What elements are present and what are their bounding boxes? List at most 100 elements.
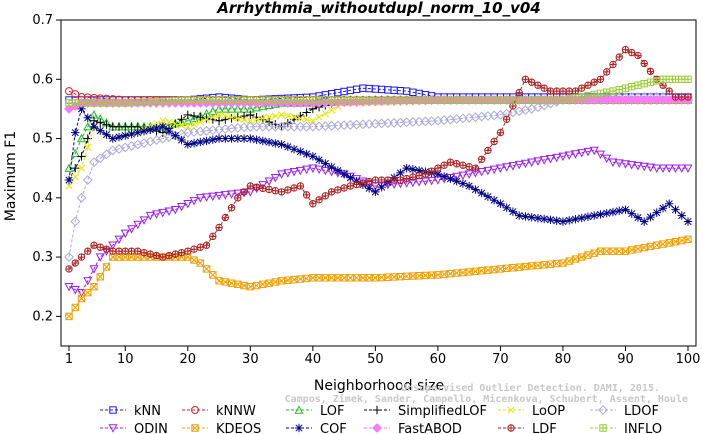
data-point	[558, 217, 568, 226]
data-point	[652, 164, 662, 173]
data-point	[96, 126, 105, 135]
x-tick-label: 20	[180, 352, 197, 367]
data-point	[627, 161, 637, 170]
data-point	[677, 164, 687, 173]
data-point	[521, 212, 530, 221]
data-point	[590, 78, 598, 86]
data-point	[121, 247, 129, 255]
legend-marker	[598, 405, 608, 415]
data-point	[483, 166, 493, 176]
data-point	[677, 211, 686, 220]
data-point	[259, 184, 267, 192]
data-point	[440, 161, 448, 169]
data-point	[609, 247, 617, 255]
series-line-cof	[68, 107, 689, 223]
data-point	[71, 90, 80, 99]
data-point	[583, 147, 593, 157]
data-point	[615, 85, 623, 94]
data-point	[578, 253, 586, 261]
data-point	[240, 116, 248, 124]
data-point	[552, 259, 561, 268]
data-point	[640, 243, 648, 252]
data-point	[271, 139, 280, 148]
data-point	[608, 207, 618, 217]
x-tick-label: 100	[676, 352, 701, 367]
data-point	[596, 210, 605, 219]
data-point	[621, 84, 630, 92]
data-point	[271, 187, 280, 195]
data-point	[540, 84, 548, 92]
data-point	[202, 193, 212, 202]
data-point	[183, 140, 192, 149]
data-point	[315, 196, 323, 204]
data-point	[90, 241, 98, 249]
data-point	[683, 164, 693, 173]
data-point	[202, 241, 211, 249]
data-point	[83, 113, 92, 122]
data-point	[396, 272, 405, 281]
data-point	[284, 186, 292, 194]
data-point	[246, 134, 255, 143]
data-point	[151, 210, 162, 219]
data-point	[390, 176, 398, 184]
data-point	[196, 137, 205, 147]
data-point	[433, 169, 443, 179]
data-point	[189, 111, 199, 121]
data-point	[302, 165, 312, 175]
data-point	[171, 120, 179, 128]
data-point	[283, 142, 293, 152]
data-point	[665, 239, 673, 247]
series-line-simplifiedlof	[68, 99, 688, 181]
data-point	[646, 78, 655, 86]
data-point	[64, 104, 74, 114]
data-point	[95, 253, 105, 262]
data-point	[465, 163, 473, 171]
data-point	[64, 175, 74, 185]
data-point	[402, 163, 411, 173]
data-point	[539, 156, 549, 165]
data-point	[552, 87, 561, 95]
y-tick-label: 0.7	[32, 13, 53, 28]
y-axis-label: Maximum F1	[3, 131, 19, 221]
data-point	[258, 101, 268, 111]
data-point	[678, 75, 686, 83]
data-point	[76, 288, 87, 298]
data-point	[339, 169, 349, 179]
data-point	[215, 223, 223, 232]
data-point	[678, 93, 686, 101]
data-point	[171, 250, 179, 258]
series-ldf	[65, 46, 692, 273]
data-point	[321, 110, 329, 118]
data-point	[146, 125, 155, 134]
series-simplifiedlof	[64, 95, 693, 185]
data-point	[289, 145, 299, 154]
data-point	[221, 134, 230, 143]
data-point	[514, 160, 524, 170]
data-point	[596, 75, 605, 83]
data-point	[489, 165, 499, 175]
data-point	[484, 146, 492, 155]
data-point	[402, 174, 411, 183]
data-point	[239, 111, 249, 121]
data-point	[177, 249, 186, 257]
data-point	[227, 104, 237, 113]
data-point	[502, 115, 511, 123]
data-point	[346, 182, 355, 190]
data-point	[102, 120, 111, 129]
data-point	[621, 205, 630, 214]
series-kdeos	[65, 235, 692, 321]
data-point	[203, 116, 211, 124]
data-point	[321, 274, 330, 282]
chart-title: Arrhythmia_withoutdupl_norm_10_v04	[216, 0, 540, 17]
data-point	[271, 278, 280, 286]
y-tick-label: 0.6	[32, 72, 53, 87]
data-point	[459, 161, 467, 169]
data-point	[671, 93, 680, 101]
series-cof	[64, 104, 693, 226]
legend-marker	[294, 405, 304, 414]
data-point	[190, 120, 198, 128]
data-point	[70, 216, 81, 227]
data-point	[415, 171, 423, 180]
data-point	[196, 113, 205, 122]
